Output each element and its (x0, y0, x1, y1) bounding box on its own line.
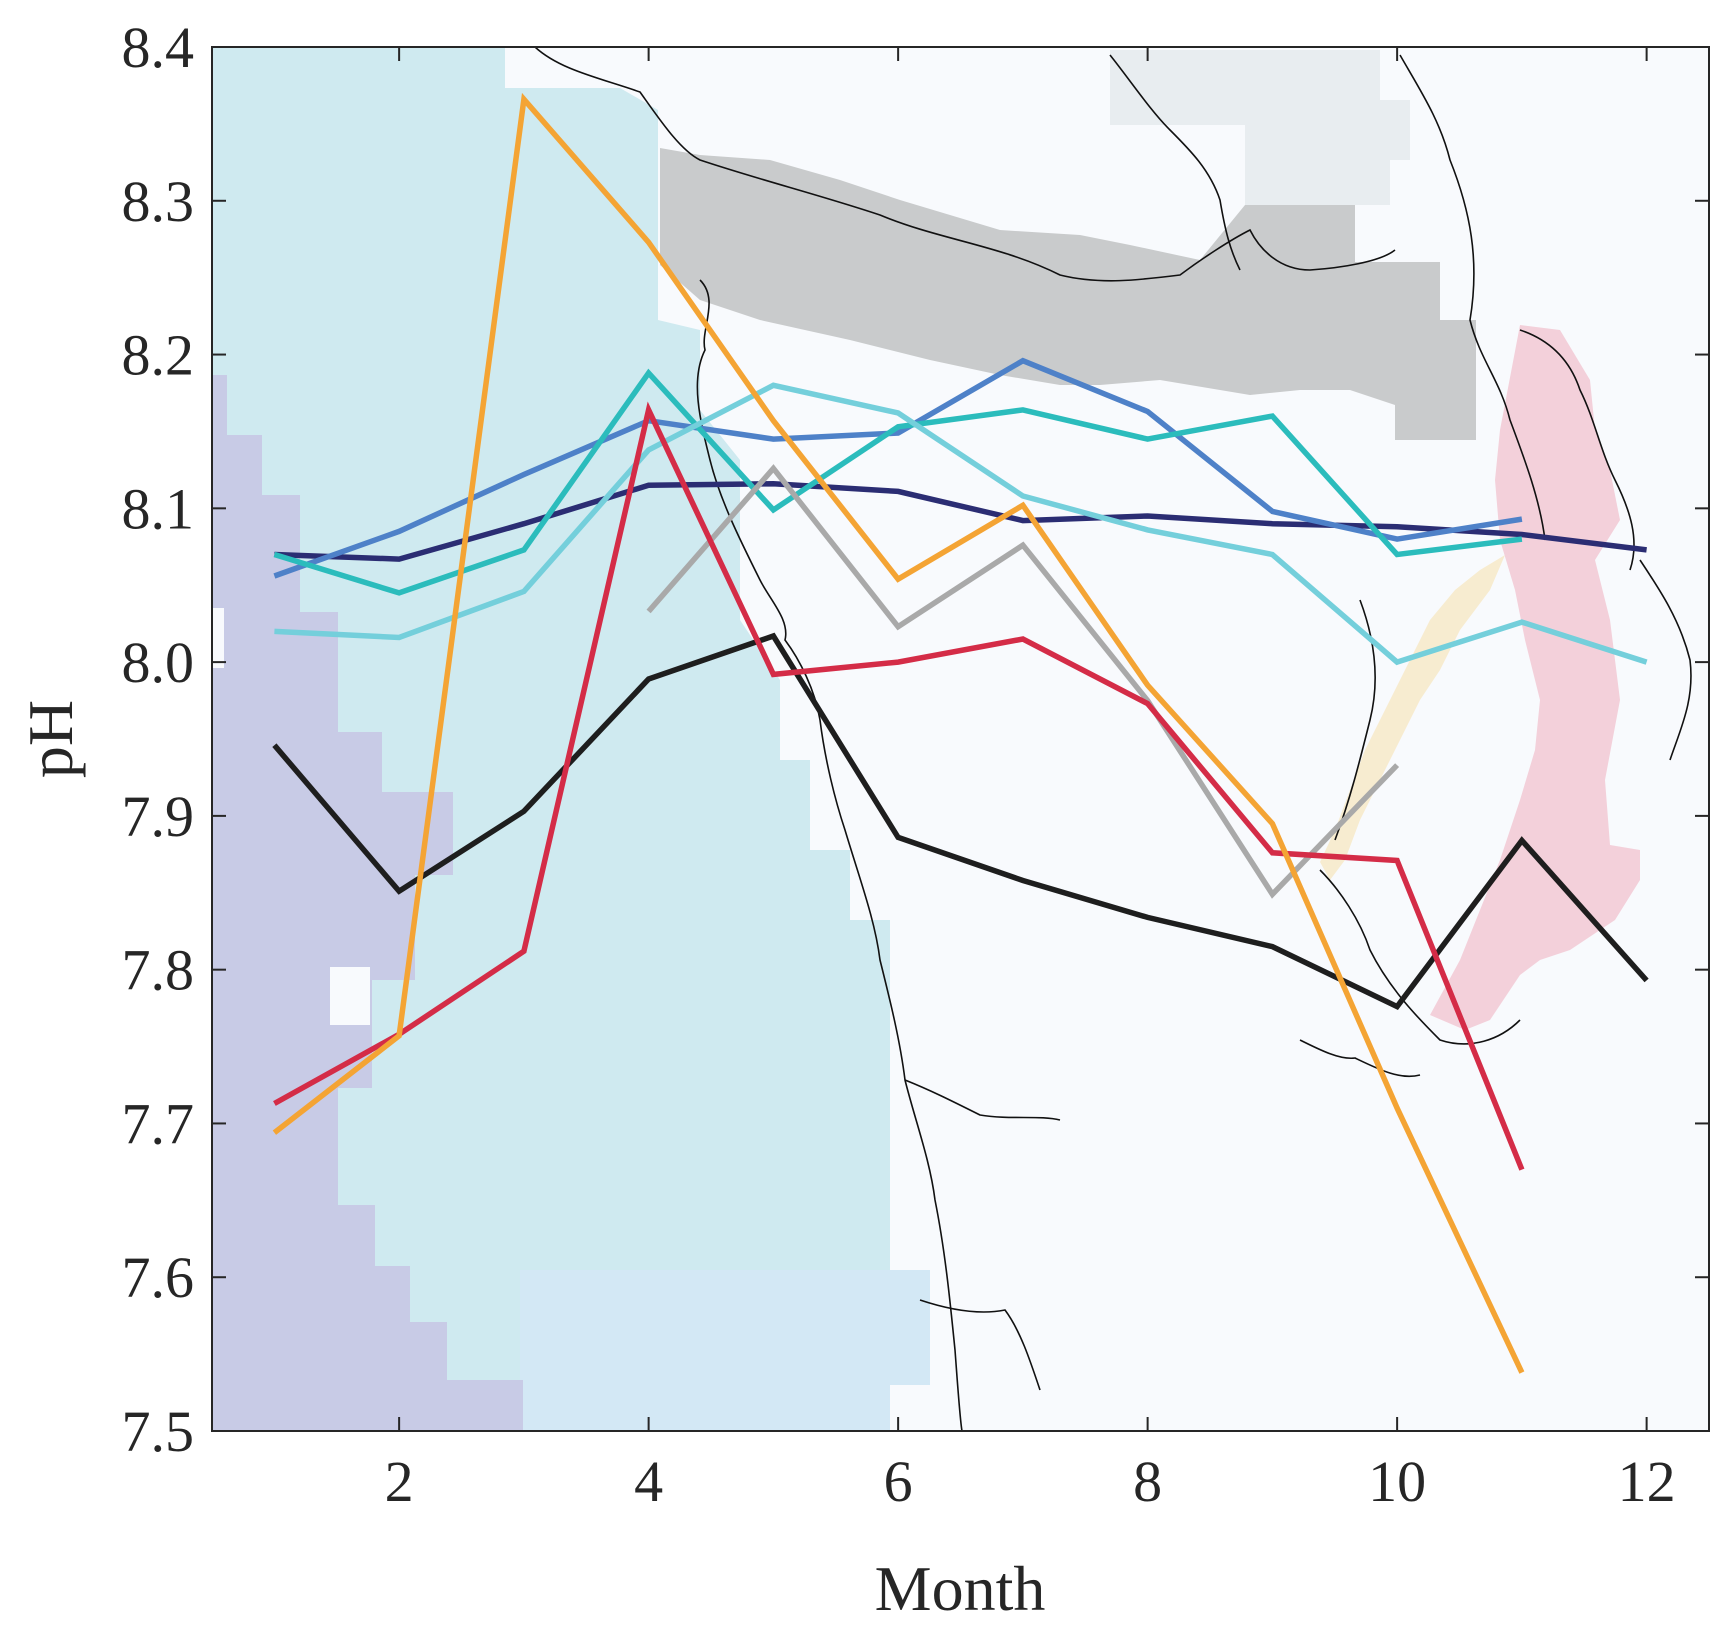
y-tick-label: 7.6 (122, 1245, 195, 1310)
series-group (272, 92, 1649, 1374)
y-tick-label: 7.8 (122, 938, 195, 1003)
y-tick-label: 8.1 (122, 476, 195, 541)
series-line (273, 401, 1525, 1171)
series-line (272, 632, 1649, 1011)
y-tick-label: 7.9 (122, 784, 195, 849)
ocean-shelf-region (212, 47, 890, 1431)
series-line (274, 382, 1648, 666)
y-tick-label: 8.0 (122, 630, 195, 695)
series-line (274, 480, 1647, 562)
coastline (919, 1299, 1041, 1391)
y-tick-label: 8.3 (122, 169, 195, 234)
y-tick-label: 7.5 (122, 1399, 195, 1464)
sound-region (1430, 325, 1640, 1030)
series-line (273, 357, 1523, 579)
series-line (272, 92, 1525, 1374)
strait-region (660, 148, 1476, 440)
coastline (696, 279, 963, 1431)
coastline (1319, 869, 1521, 1045)
southern-ocean-region (520, 1270, 930, 1431)
y-tick-label: 8.2 (122, 323, 195, 388)
y-axis-label: pH (15, 700, 86, 778)
coastline (1109, 54, 1241, 271)
x-tick-label: 2 (385, 1449, 414, 1514)
x-tick-label: 6 (884, 1449, 913, 1514)
coastline (904, 1079, 1061, 1121)
plot-frame (211, 46, 1710, 1432)
y-tick-label: 8.4 (122, 15, 195, 80)
coastline (1519, 329, 1635, 571)
series-line (273, 368, 1523, 596)
series-line (646, 464, 1400, 899)
x-tick-label: 12 (1618, 1449, 1676, 1514)
islands-region (1110, 50, 1410, 205)
x-tick-label: 4 (634, 1449, 663, 1514)
x-tick-label: 8 (1133, 1449, 1162, 1514)
coastline (1399, 54, 1546, 541)
tick-group: 2 4 6 8 10 12 7.5 7.6 7.7 7.8 7.9 8.0 8.1 8.2 8.3 8.4 (122, 15, 1709, 1514)
coastline (1639, 559, 1692, 761)
background-map (212, 47, 1709, 1431)
gap-square (330, 967, 370, 1025)
x-axis-label: Month (875, 1553, 1046, 1624)
offshore-region (212, 375, 523, 1431)
x-tick-label: 10 (1368, 1449, 1426, 1514)
coastline (534, 47, 1396, 282)
gap-square (212, 608, 224, 668)
y-tick-label: 7.7 (122, 1091, 195, 1156)
coastline (1299, 1039, 1421, 1078)
